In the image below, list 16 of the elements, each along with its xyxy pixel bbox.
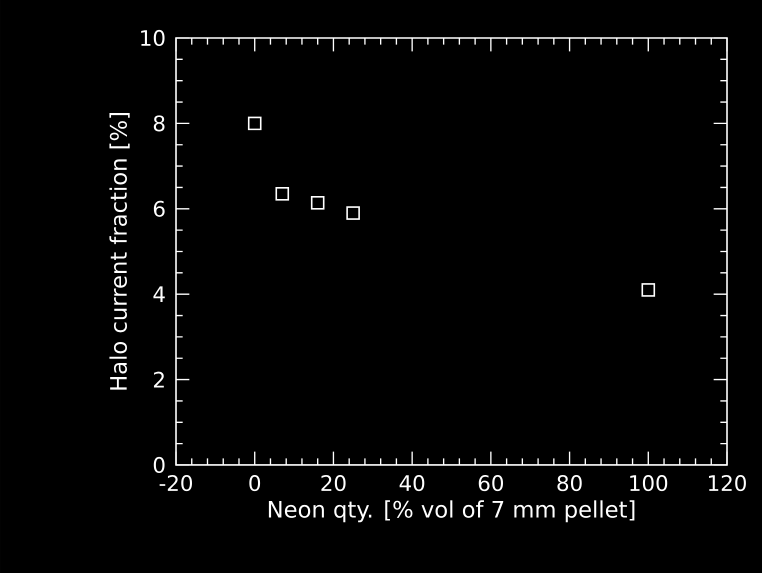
y-tick-label: 4 [153, 286, 165, 302]
x-tick-label: 0 [249, 475, 260, 492]
x-tick-label: 20 [321, 475, 346, 492]
x-tick-label: -20 [160, 475, 192, 492]
y-tick-label: 10 [141, 30, 165, 46]
x-axis-title: Neon qty. [% vol of 7 mm pellet] [268, 500, 634, 522]
x-tick-label: 120 [708, 475, 746, 492]
y-tick-label: 6 [154, 200, 165, 217]
y-tick-label: 8 [154, 115, 164, 132]
y-axis-title: Halo current fraction [%] [109, 113, 130, 390]
x-tick-label: 40 [400, 475, 424, 492]
x-tick-label: 100 [630, 475, 668, 492]
x-tick-label: 80 [557, 475, 582, 492]
y-tick-label: 0 [154, 456, 165, 474]
y-tick-label: 2 [154, 372, 164, 388]
x-tick-label: 60 [478, 475, 504, 492]
